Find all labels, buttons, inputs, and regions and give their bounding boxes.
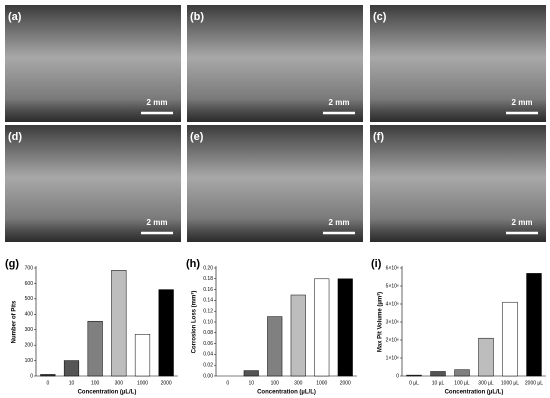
y-tick-label: 4×10⁶ bbox=[386, 301, 399, 307]
y-tick-label: 0.14 bbox=[203, 298, 213, 304]
x-tick-label: 100 bbox=[271, 380, 280, 386]
y-tick-label: 0 bbox=[30, 373, 33, 379]
y-tick-label: 0.00 bbox=[203, 373, 213, 379]
x-axis-label: Concentration (µL/L) bbox=[257, 390, 316, 396]
y-axis-label: Max Pit Volume (µm³) bbox=[377, 292, 384, 352]
x-tick-label: 0 bbox=[46, 380, 49, 386]
x-tick-label: 300 bbox=[115, 380, 124, 386]
y-tick-label: 0.06 bbox=[203, 341, 213, 347]
bar bbox=[337, 278, 353, 377]
x-tick-label: 2000 bbox=[340, 380, 351, 386]
micrograph bbox=[370, 5, 546, 122]
bar bbox=[63, 360, 80, 377]
panel-label: (e) bbox=[190, 131, 204, 143]
y-tick-label: 0.18 bbox=[203, 276, 213, 282]
x-tick-label: 300 bbox=[294, 380, 303, 386]
panel-label: (a) bbox=[8, 11, 22, 23]
y-tick-label: 0.02 bbox=[203, 363, 213, 369]
y-axis-label: Number of Pits bbox=[12, 300, 18, 343]
x-tick-label: 2000 µL bbox=[525, 380, 543, 386]
bar bbox=[526, 273, 542, 377]
y-tick-label: 0 bbox=[396, 373, 399, 379]
bar bbox=[87, 320, 103, 377]
x-tick-label: 1000 µL bbox=[501, 380, 519, 386]
image-panels: (a) 2 mm (b) 2 mm (c) 2 mm (d) 2 mm (e) 2 mm (f) 2 … bbox=[5, 5, 546, 242]
scale-label: 2 mm bbox=[512, 98, 533, 107]
scale-label: 2 mm bbox=[329, 98, 350, 107]
scale-label: 2 mm bbox=[147, 98, 168, 107]
y-tick-label: 2×10⁶ bbox=[386, 337, 399, 343]
x-tick-label: 10 bbox=[248, 380, 254, 386]
micrograph bbox=[187, 5, 363, 122]
x-tick-label: 1000 bbox=[137, 380, 148, 386]
y-axis-label: Corrosion Loss (mm³) bbox=[191, 291, 198, 354]
x-tick-label: 100 µL bbox=[454, 380, 470, 386]
panel-label: (d) bbox=[8, 131, 22, 143]
micrograph bbox=[5, 5, 181, 122]
y-tick-label: 100 bbox=[25, 358, 34, 364]
micrograph bbox=[187, 125, 363, 242]
panel-label: (g) bbox=[5, 258, 19, 270]
x-tick-label: 10 bbox=[69, 380, 75, 386]
y-tick-label: 6×10⁶ bbox=[386, 265, 399, 271]
x-tick-label: 0 µL bbox=[409, 380, 419, 386]
bar bbox=[243, 370, 259, 377]
scale-label: 2 mm bbox=[512, 218, 533, 227]
bar bbox=[314, 278, 330, 377]
x-tick-label: 1000 bbox=[316, 380, 327, 386]
scale-label: 2 mm bbox=[147, 218, 168, 227]
bar bbox=[502, 301, 518, 377]
bar bbox=[478, 337, 494, 377]
bar bbox=[290, 294, 306, 377]
y-tick-label: 500 bbox=[25, 296, 34, 302]
y-tick-label: 3×10⁶ bbox=[386, 319, 399, 325]
micrograph bbox=[370, 125, 546, 242]
panel-label: (h) bbox=[186, 258, 200, 270]
y-tick-label: 0.12 bbox=[203, 309, 213, 315]
x-tick-label: 2000 bbox=[161, 380, 172, 386]
y-tick-label: 5×10⁶ bbox=[386, 283, 399, 289]
y-tick-label: 1×10⁶ bbox=[386, 355, 399, 361]
y-tick-label: 0.04 bbox=[203, 352, 213, 358]
y-tick-label: 200 bbox=[25, 342, 34, 348]
x-tick-label: 100 bbox=[91, 380, 100, 386]
y-tick-label: 0.08 bbox=[203, 330, 213, 336]
x-tick-label: 300 µL bbox=[478, 380, 494, 386]
panel-label: (b) bbox=[190, 11, 204, 23]
bar bbox=[406, 374, 422, 377]
bar bbox=[454, 369, 470, 377]
bar bbox=[158, 289, 174, 377]
scale-label: 2 mm bbox=[329, 218, 350, 227]
panel-label: (c) bbox=[373, 11, 387, 23]
y-tick-label: 0.20 bbox=[203, 265, 213, 271]
micrograph bbox=[5, 125, 181, 242]
bar bbox=[111, 270, 127, 377]
panel-label: (f) bbox=[373, 131, 384, 143]
y-tick-label: 300 bbox=[25, 327, 34, 333]
bar bbox=[267, 316, 283, 377]
y-tick-label: 600 bbox=[25, 281, 34, 287]
bar bbox=[430, 371, 446, 377]
bar bbox=[40, 374, 56, 377]
x-axis-label: Concentration (µL/L) bbox=[78, 390, 137, 396]
x-axis-label: Concentration (µL/L) bbox=[445, 390, 504, 396]
panel-label: (i) bbox=[371, 258, 382, 270]
x-tick-label: 10 µL bbox=[432, 380, 445, 386]
y-tick-label: 0.10 bbox=[203, 319, 213, 325]
y-tick-label: 400 bbox=[25, 312, 34, 318]
bar bbox=[134, 334, 151, 377]
y-tick-label: 700 bbox=[25, 265, 34, 271]
x-tick-label: 0 bbox=[226, 380, 229, 386]
y-tick-label: 0.16 bbox=[203, 287, 213, 293]
